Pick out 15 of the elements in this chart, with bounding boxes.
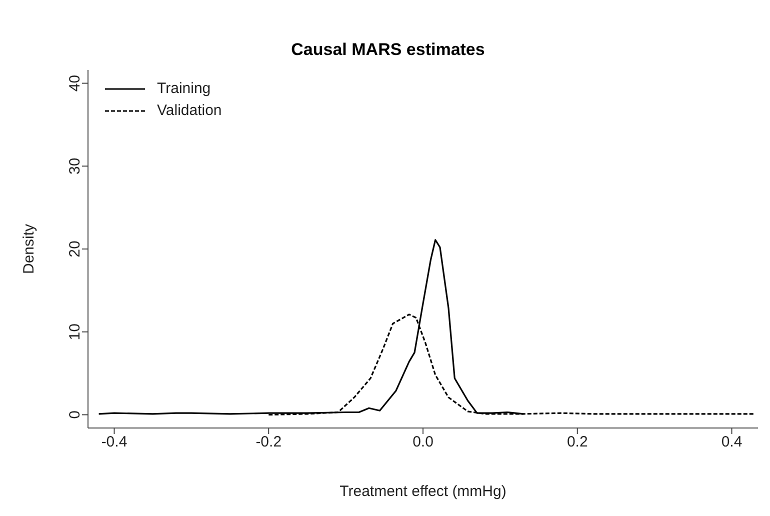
y-axis-title: Density [20,224,38,274]
legend-label: Validation [157,101,222,121]
y-tick-label: 10 [66,324,84,340]
y-tick-label: 40 [66,74,84,92]
x-tick-label: 0.0 [412,434,434,451]
x-tick-label: -0.4 [101,434,128,451]
x-tick-label: 0.4 [721,434,742,451]
y-tick-label: 20 [66,240,84,258]
x-tick-label: -0.2 [256,434,282,451]
y-tick-label: 30 [66,158,84,174]
chart-title: Causal MARS estimates [290,39,486,60]
x-tick-label: 0.2 [566,434,588,451]
x-axis-title: Treatment effect (mmHg) [340,483,506,500]
y-tick-label: 0 [66,410,84,419]
legend-label: Training [157,79,211,99]
